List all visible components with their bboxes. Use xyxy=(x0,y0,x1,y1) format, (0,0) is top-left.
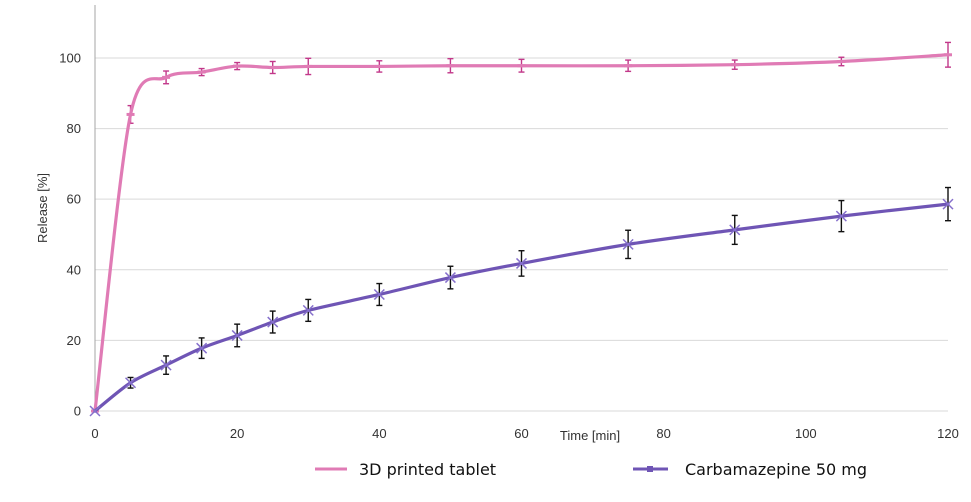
y-tick-label: 80 xyxy=(67,121,81,136)
data-point xyxy=(231,329,243,341)
data-point xyxy=(444,272,456,284)
data-point xyxy=(267,316,279,328)
y-tick-label: 40 xyxy=(67,262,81,277)
y-tick-label: 60 xyxy=(67,192,81,207)
data-point xyxy=(373,288,385,301)
data-point xyxy=(125,377,137,389)
data-point xyxy=(942,198,954,210)
legend-item-carbamazepine: Carbamazepine 50 mg xyxy=(633,460,867,479)
x-tick-label: 120 xyxy=(937,426,959,441)
series-layer xyxy=(89,41,954,417)
series-1 xyxy=(91,41,952,413)
x-tick-label: 40 xyxy=(372,426,386,441)
data-point xyxy=(302,304,314,316)
grid xyxy=(95,57,948,412)
data-point xyxy=(160,359,172,371)
legend-label-carbamazepine: Carbamazepine 50 mg xyxy=(685,460,867,479)
y-tick-label: 100 xyxy=(59,50,81,65)
legend: 3D printed tablet Carbamazepine 50 mg xyxy=(315,460,867,479)
y-tick-label: 0 xyxy=(74,404,81,419)
x-tick-labels: 0 20 40 60 80 100 120 xyxy=(91,426,958,441)
series-2 xyxy=(89,186,954,417)
y-axis-title: Release [%] xyxy=(35,173,50,243)
x-tick-label: 80 xyxy=(656,426,670,441)
data-point xyxy=(622,238,634,250)
series-line xyxy=(93,53,950,413)
x-axis-title: Time [min] xyxy=(560,428,620,443)
data-point xyxy=(89,405,101,417)
series-line xyxy=(93,202,950,413)
data-point xyxy=(729,224,741,236)
y-tick-labels: 0 20 40 60 80 100 xyxy=(59,50,81,418)
x-tick-label: 0 xyxy=(91,426,98,441)
data-point xyxy=(835,210,847,222)
legend-marker-carbamazepine xyxy=(647,466,653,472)
legend-item-3d-printed-tablet: 3D printed tablet xyxy=(315,460,496,479)
data-point xyxy=(196,342,208,354)
data-point xyxy=(515,257,528,269)
y-tick-label: 20 xyxy=(67,333,81,348)
legend-label-3d-printed-tablet: 3D printed tablet xyxy=(359,460,496,479)
x-tick-label: 20 xyxy=(230,426,244,441)
x-tick-label: 60 xyxy=(514,426,528,441)
x-tick-label: 100 xyxy=(795,426,817,441)
